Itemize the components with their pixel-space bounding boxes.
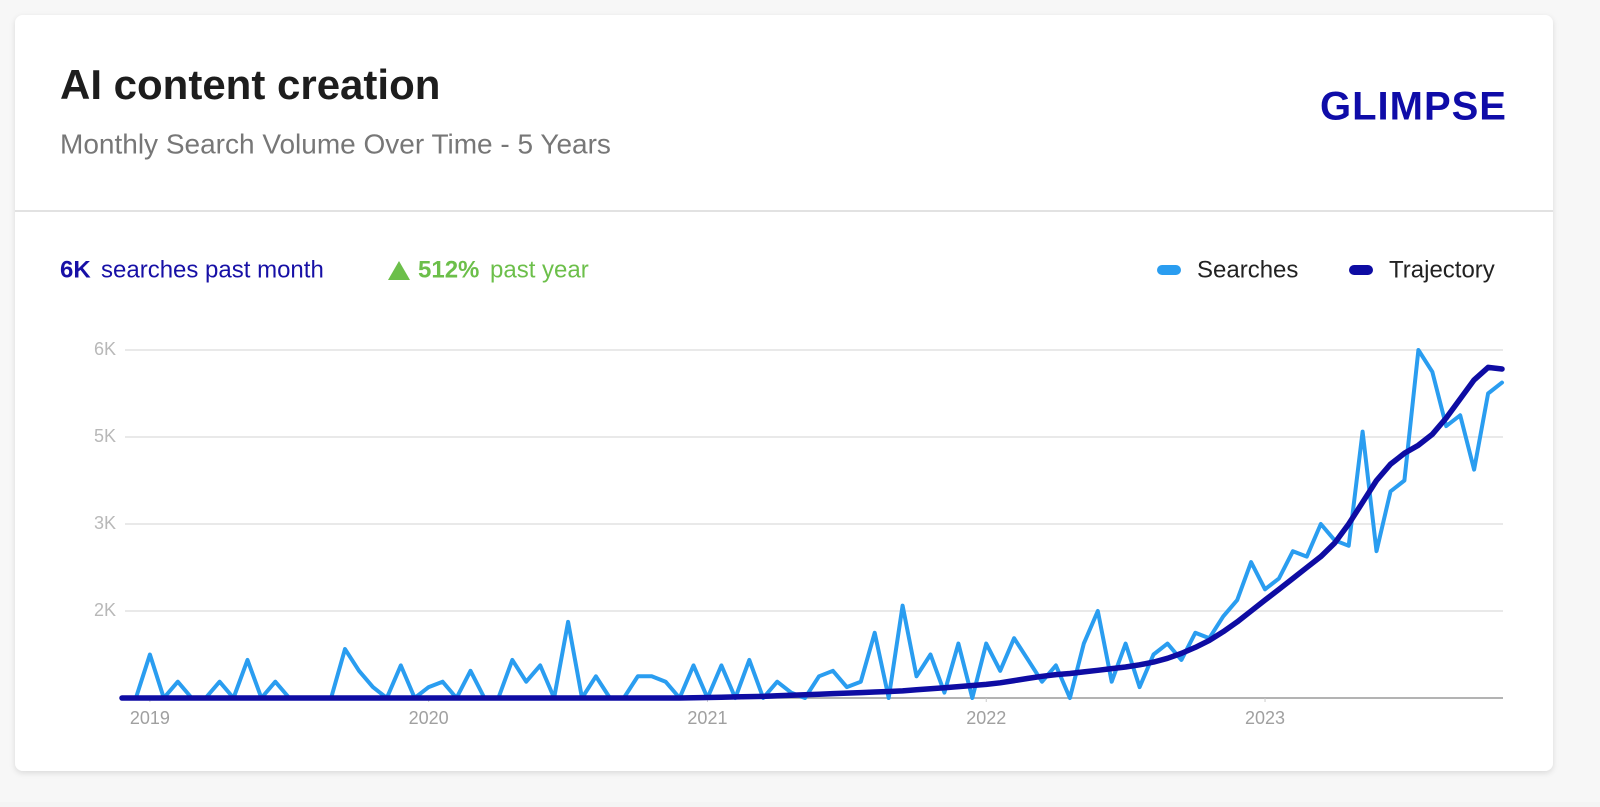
x-tick-label: 2021 [687, 708, 727, 728]
card [15, 15, 1553, 771]
series-line [119, 364, 1505, 701]
x-tick-label: 2023 [1245, 708, 1285, 728]
y-tick-label: 3K [94, 513, 116, 533]
series-line [120, 348, 1504, 700]
volume-value: 6K [60, 256, 91, 283]
y-tick-label: 5K [94, 426, 116, 446]
legend-label: Trajectory [1389, 256, 1495, 283]
volume-text: searches past month [101, 256, 324, 283]
plot: 2K 3K 5K 6K 2019 2020 2021 2022 2023 [94, 339, 1505, 728]
legend-label: Searches [1197, 256, 1298, 283]
growth-value: 512% [418, 256, 479, 283]
y-tick-label: 2K [94, 600, 116, 620]
chart-title: AI content creation [60, 61, 440, 108]
growth-text: past year [490, 256, 589, 283]
x-tick-label: 2020 [409, 708, 449, 728]
brand-logo: GLIMPSE [1320, 85, 1507, 129]
legend-swatch [1349, 265, 1373, 275]
x-tick-label: 2019 [130, 708, 170, 728]
chart-subtitle: Monthly Search Volume Over Time - 5 Year… [60, 128, 611, 159]
y-tick-label: 6K [94, 339, 116, 359]
legend-swatch [1157, 265, 1181, 275]
x-tick-label: 2022 [966, 708, 1006, 728]
growth-arrow [388, 261, 410, 280]
